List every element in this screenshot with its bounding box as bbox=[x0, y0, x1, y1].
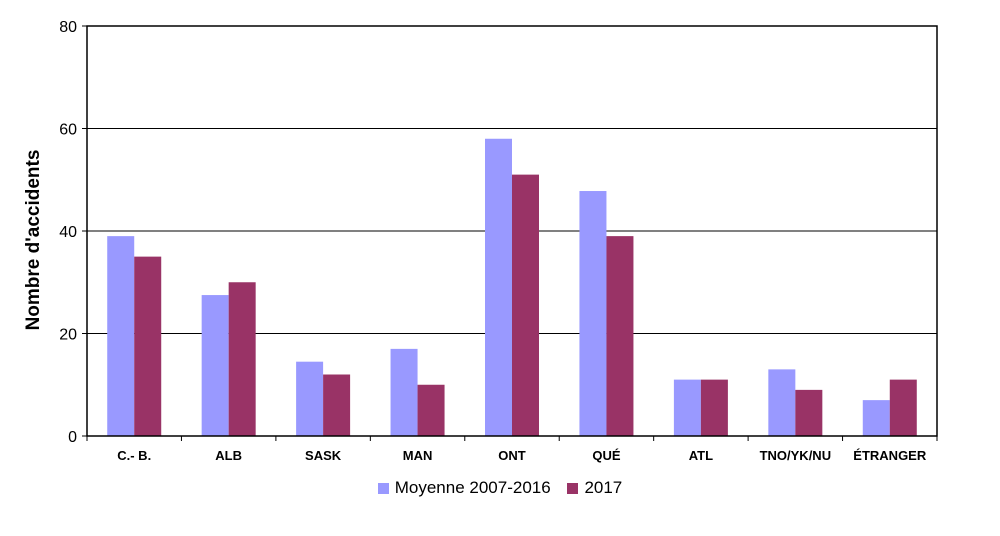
y-axis-label: Nombre d'accidents bbox=[23, 150, 44, 331]
bar-moyenne bbox=[107, 236, 135, 436]
x-tick-label: ATL bbox=[689, 448, 713, 463]
legend-swatch-series-1 bbox=[377, 482, 389, 494]
bar-2017 bbox=[134, 256, 162, 436]
bar-moyenne bbox=[390, 348, 418, 436]
x-tick-label: ALB bbox=[215, 448, 242, 463]
bar-moyenne bbox=[485, 138, 512, 436]
x-tick-label: MAN bbox=[403, 448, 433, 463]
x-tick-label: C.- B. bbox=[117, 448, 151, 463]
y-tick-label: 80 bbox=[59, 19, 77, 36]
legend-label-series-2: 2017 bbox=[584, 478, 623, 497]
legend: Moyenne 2007-2016 2017 bbox=[0, 478, 1000, 499]
y-tick-label: 60 bbox=[59, 122, 77, 139]
bar-2017 bbox=[606, 236, 634, 436]
x-tick-label: TNO/YK/NU bbox=[760, 448, 832, 463]
legend-label-series-1: Moyenne 2007-2016 bbox=[394, 478, 551, 497]
bar-2017 bbox=[323, 374, 351, 436]
bar-moyenne bbox=[673, 379, 701, 436]
legend-item-series-2: 2017 bbox=[567, 478, 622, 498]
bars bbox=[107, 138, 917, 436]
bar-moyenne bbox=[201, 295, 229, 436]
legend-item-series-1: Moyenne 2007-2016 bbox=[377, 478, 551, 498]
bar-moyenne bbox=[862, 400, 890, 436]
legend-swatch-series-2 bbox=[567, 482, 579, 494]
bar-moyenne bbox=[768, 369, 796, 436]
bar-2017 bbox=[512, 174, 539, 436]
y-tick-label: 0 bbox=[68, 429, 77, 446]
y-tick-label: 40 bbox=[59, 224, 77, 241]
y-tick-label: 20 bbox=[59, 327, 77, 344]
x-tick-label: ÉTRANGER bbox=[853, 448, 927, 463]
bar-2017 bbox=[700, 379, 728, 436]
bar-moyenne bbox=[296, 361, 324, 436]
bar-2017 bbox=[417, 384, 445, 436]
x-tick-label: QUÉ bbox=[592, 448, 621, 463]
bar-2017 bbox=[795, 389, 823, 436]
x-tick-label: SASK bbox=[305, 448, 342, 463]
bar-2017 bbox=[228, 282, 256, 436]
axis-ticks: 0 20 40 60 80 C.- B. ALB SASK MAN ONT QUÉ ATL TNO/YK… bbox=[59, 19, 938, 463]
bar-2017 bbox=[889, 379, 917, 436]
bar-moyenne bbox=[579, 191, 607, 436]
x-tick-label: ONT bbox=[498, 448, 526, 463]
